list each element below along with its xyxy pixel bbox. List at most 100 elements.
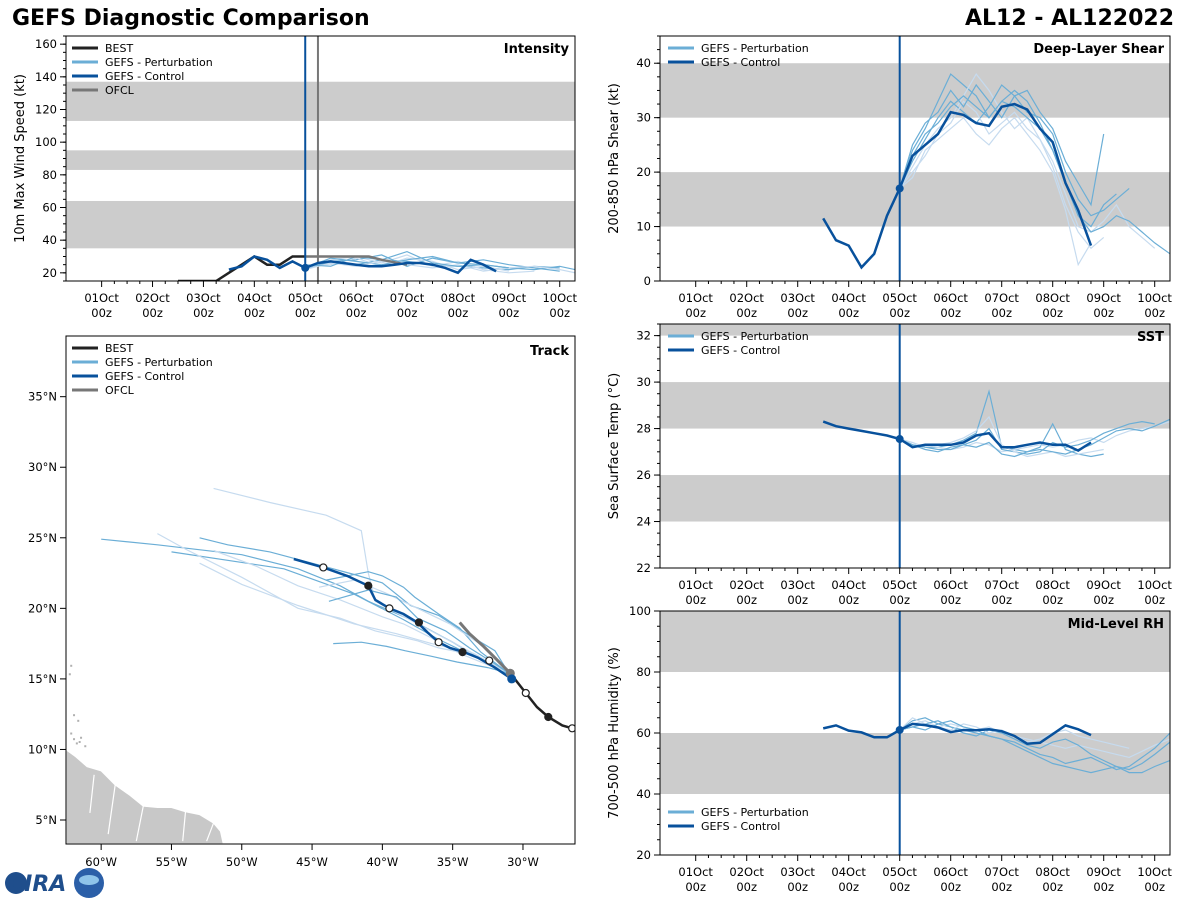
intensity-legend-label-ofcl: OFCL bbox=[105, 84, 135, 97]
island-6 bbox=[68, 673, 71, 676]
shear-perturbation-line-5 bbox=[899, 116, 1092, 267]
track-control-marker bbox=[319, 563, 328, 572]
shear-xtick-sublabel: 00z bbox=[991, 306, 1012, 320]
rh-xtick-label: 08Oct bbox=[1035, 865, 1070, 879]
shear-xtick-label: 09Oct bbox=[1086, 291, 1121, 305]
rh-xtick-sublabel: 00z bbox=[1093, 880, 1114, 894]
sst-xtick-sublabel: 00z bbox=[1093, 593, 1114, 607]
intensity-control-line bbox=[228, 255, 497, 275]
track-legend-label-control: GEFS - Control bbox=[105, 370, 184, 383]
shear-ytick-label: 10 bbox=[636, 220, 651, 234]
sst-xtick-sublabel: 00z bbox=[991, 593, 1012, 607]
rh-ytick-label: 80 bbox=[636, 665, 651, 679]
track-perturbation-line-5 bbox=[157, 533, 510, 674]
sst-legend-label-control: GEFS - Control bbox=[701, 344, 780, 357]
rh-band-0 bbox=[660, 733, 1170, 794]
sst-xtick-sublabel: 00z bbox=[940, 593, 961, 607]
intensity-xtick-label: 10Oct bbox=[542, 291, 577, 305]
shear-xtick-label: 01Oct bbox=[678, 291, 713, 305]
track-control-init-marker bbox=[507, 674, 517, 684]
shear-xtick-sublabel: 00z bbox=[787, 306, 808, 320]
intensity-ytick-label: 100 bbox=[35, 135, 57, 149]
sst-xtick-label: 07Oct bbox=[984, 578, 1019, 592]
shear-perturbation-line-3 bbox=[899, 100, 1156, 249]
sst-band-2 bbox=[660, 324, 1170, 336]
shear-xtick-label: 04Oct bbox=[831, 291, 866, 305]
rh-ytick-label: 60 bbox=[636, 726, 651, 740]
island-5 bbox=[80, 736, 83, 739]
shear-xtick-label: 08Oct bbox=[1035, 291, 1070, 305]
sst-band-0 bbox=[660, 475, 1170, 522]
shear-panel: 01Oct00z02Oct00z03Oct00z04Oct00z05Oct00z… bbox=[607, 35, 1172, 320]
rh-ytick-label: 40 bbox=[636, 787, 651, 801]
rh-xtick-sublabel: 00z bbox=[736, 880, 757, 894]
sst-band-1 bbox=[660, 382, 1170, 429]
shear-legend-label-control: GEFS - Control bbox=[701, 56, 780, 69]
island-2 bbox=[70, 732, 73, 735]
intensity-xtick-sublabel: 00z bbox=[498, 306, 519, 320]
intensity-ytick-label: 80 bbox=[42, 168, 57, 182]
track-ofcl-line bbox=[458, 621, 512, 675]
sst-xtick-sublabel: 00z bbox=[1144, 593, 1165, 607]
sst-perturbation-line-1 bbox=[899, 421, 1170, 453]
rh-xtick-label: 04Oct bbox=[831, 865, 866, 879]
shear-perturbation-line-6 bbox=[899, 95, 1170, 255]
track-best-marker bbox=[568, 724, 575, 733]
track-perturbation-line-1 bbox=[213, 487, 510, 674]
track-perturbation-line-2 bbox=[171, 551, 510, 674]
rh-plot-area bbox=[660, 611, 1170, 855]
rh-legend-label-control: GEFS - Control bbox=[701, 820, 780, 833]
track-ytick-label: 15°N bbox=[28, 672, 57, 686]
sst-xtick-label: 01Oct bbox=[678, 578, 713, 592]
shear-ylabel: 200-850 hPa Shear (kt) bbox=[607, 83, 622, 234]
sst-control-line bbox=[822, 420, 1092, 453]
rh-xtick-sublabel: 00z bbox=[889, 880, 910, 894]
sst-xtick-sublabel: 00z bbox=[1042, 593, 1063, 607]
intensity-xtick-label: 06Oct bbox=[339, 291, 374, 305]
track-control-marker bbox=[385, 604, 394, 613]
track-xtick-label: 45°W bbox=[296, 855, 328, 869]
rh-panel: 01Oct00z02Oct00z03Oct00z04Oct00z05Oct00z… bbox=[607, 604, 1172, 894]
sst-title: SST bbox=[1137, 330, 1164, 345]
shear-control-line bbox=[822, 102, 1093, 270]
intensity-ytick-label: 120 bbox=[35, 103, 57, 117]
track-ytick-label: 20°N bbox=[28, 601, 57, 615]
track-ytick-label: 5°N bbox=[35, 813, 57, 827]
intensity-panel: 01Oct00z02Oct00z03Oct00z04Oct00z05Oct00z… bbox=[13, 35, 577, 320]
rh-xtick-sublabel: 00z bbox=[787, 880, 808, 894]
shear-xtick-label: 10Oct bbox=[1137, 291, 1172, 305]
sst-ylabel: Sea Surface Temp (°C) bbox=[607, 373, 622, 520]
sst-xtick-sublabel: 00z bbox=[838, 593, 859, 607]
rh-xtick-label: 06Oct bbox=[933, 865, 968, 879]
intensity-xtick-sublabel: 00z bbox=[549, 306, 570, 320]
shear-xtick-label: 05Oct bbox=[882, 291, 917, 305]
rh-xtick-sublabel: 00z bbox=[991, 880, 1012, 894]
sst-xtick-sublabel: 00z bbox=[736, 593, 757, 607]
intensity-xtick-label: 08Oct bbox=[441, 291, 476, 305]
storm-id: AL12 - AL122022 bbox=[965, 6, 1174, 31]
shear-xtick-sublabel: 00z bbox=[940, 306, 961, 320]
sst-xtick-label: 10Oct bbox=[1137, 578, 1172, 592]
shear-xtick-sublabel: 00z bbox=[685, 306, 706, 320]
intensity-ytick-label: 40 bbox=[42, 233, 57, 247]
sst-legend-label-perturbation: GEFS - Perturbation bbox=[701, 330, 809, 343]
shear-ytick-label: 0 bbox=[644, 274, 651, 288]
intensity-best-line bbox=[178, 255, 306, 281]
track-plot-area bbox=[66, 487, 575, 844]
logo-text: CIRA bbox=[8, 872, 66, 897]
shear-perturbation-line-4 bbox=[899, 83, 1105, 207]
track-xtick-label: 60°W bbox=[85, 855, 117, 869]
island-1 bbox=[84, 745, 87, 748]
intensity-legend-label-perturbation: GEFS - Perturbation bbox=[105, 56, 213, 69]
intensity-xtick-sublabel: 00z bbox=[346, 306, 367, 320]
intensity-band-0 bbox=[66, 200, 575, 249]
island-3 bbox=[77, 719, 80, 722]
shear-band-0 bbox=[660, 172, 1170, 227]
track-legend-label-ofcl: OFCL bbox=[105, 384, 135, 397]
track-best-marker bbox=[521, 688, 530, 698]
rh-xtick-sublabel: 00z bbox=[1042, 880, 1063, 894]
track-xtick-label: 55°W bbox=[156, 855, 188, 869]
sst-perturbation-line-4 bbox=[899, 418, 1170, 458]
shear-ytick-label: 20 bbox=[636, 165, 651, 179]
island-0 bbox=[78, 740, 81, 743]
